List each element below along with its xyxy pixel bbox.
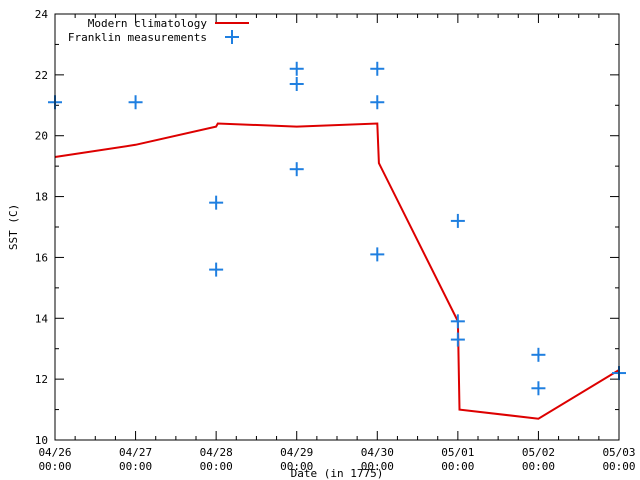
franklin-point-11 [450, 314, 465, 329]
x-tick-label-time-6: 00:00 [522, 460, 555, 473]
franklin-point-14 [531, 381, 546, 396]
plot-frame [54, 13, 620, 441]
y-tick-label-20: 20 [35, 130, 48, 143]
x-axis-label: Date (in 1775) [291, 467, 384, 480]
x-tick-label-date-7: 05/03 [602, 446, 635, 459]
franklin-point-3 [209, 262, 224, 277]
x-tick-label-time-7: 00:00 [602, 460, 635, 473]
legend-label-climatology: Modern climatology [88, 17, 208, 30]
franklin-point-8 [370, 95, 385, 110]
y-tick-label-22: 22 [35, 69, 48, 82]
legend: Modern climatology Franklin measurements [68, 17, 249, 44]
franklin-point-2 [209, 195, 224, 210]
legend-swatch-franklin [225, 30, 239, 44]
franklin-point-5 [289, 76, 304, 91]
x-tick-label-time-4: 00:00 [361, 460, 394, 473]
x-tick-label-time-0: 00:00 [38, 460, 71, 473]
x-tick-label-date-4: 04/30 [361, 446, 394, 459]
x-tick-label-date-1: 04/27 [119, 446, 152, 459]
y-tick-label-10: 10 [35, 434, 48, 447]
x-tick-label-date-5: 05/01 [441, 446, 474, 459]
x-tick-label-date-6: 05/02 [522, 446, 555, 459]
y-axis-label: SST (C) [7, 204, 20, 250]
series-line-climatology [54, 122, 620, 420]
x-tick-label-date-0: 04/26 [38, 446, 71, 459]
axis-ticks [54, 13, 620, 441]
y-tick-label-24: 24 [35, 8, 49, 21]
franklin-point-6 [289, 162, 304, 177]
franklin-point-10 [450, 213, 465, 228]
franklin-point-12 [450, 332, 465, 347]
y-tick-label-14: 14 [35, 312, 49, 325]
legend-label-franklin: Franklin measurements [68, 31, 207, 44]
x-tick-label-time-1: 00:00 [119, 460, 152, 473]
y-tick-label-16: 16 [35, 251, 48, 264]
franklin-point-7 [370, 61, 385, 76]
x-tick-label-time-2: 00:00 [200, 460, 233, 473]
x-tick-label-date-2: 04/28 [200, 446, 233, 459]
x-tick-label-time-3: 00:00 [280, 460, 313, 473]
x-tick-label-date-3: 04/29 [280, 446, 313, 459]
franklin-point-4 [289, 61, 304, 76]
y-tick-label-18: 18 [35, 191, 48, 204]
franklin-point-1 [128, 95, 143, 110]
y-tick-label-12: 12 [35, 373, 48, 386]
x-tick-label-time-5: 00:00 [441, 460, 474, 473]
tick-labels: 101214161820222404/2600:0004/2700:0004/2… [35, 8, 636, 473]
franklin-point-9 [370, 247, 385, 262]
legend-cross [225, 30, 239, 44]
franklin-point-13 [531, 347, 546, 362]
